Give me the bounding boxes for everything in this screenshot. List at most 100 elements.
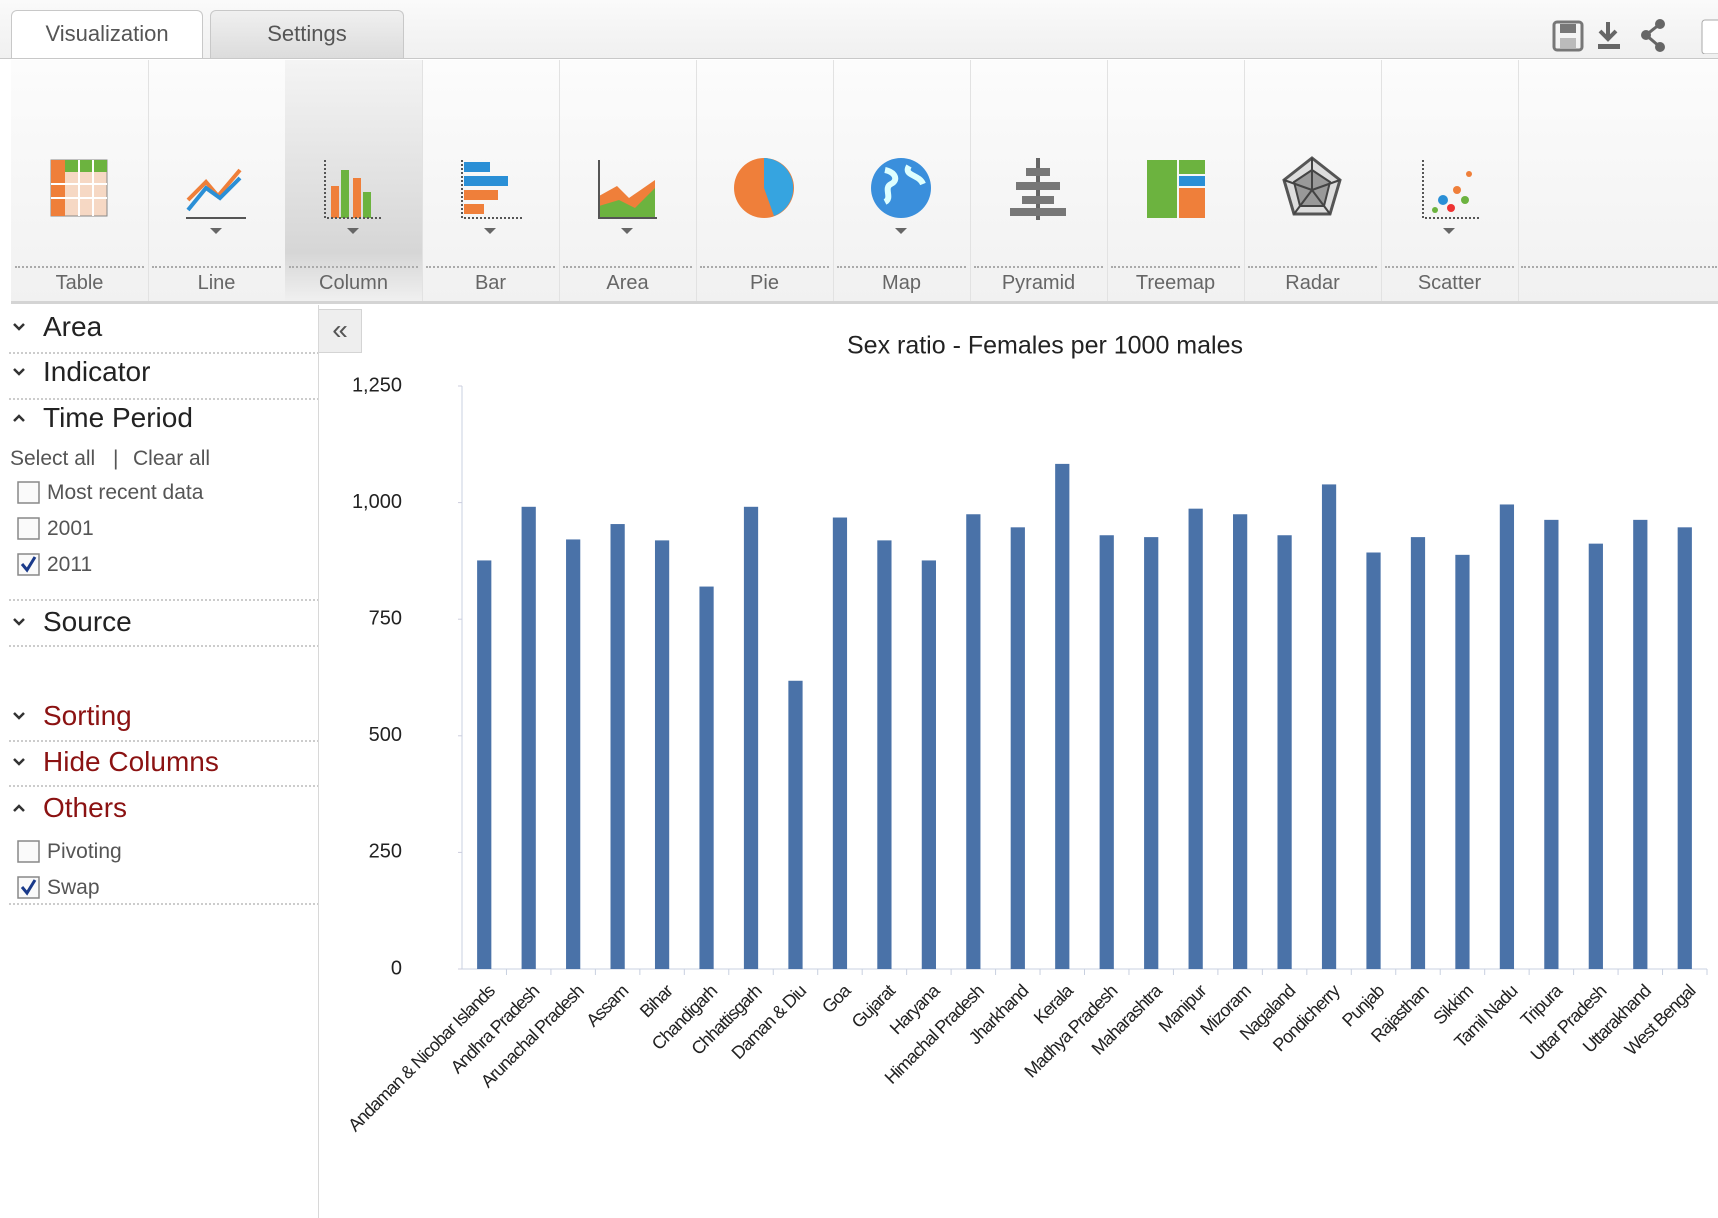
bar	[1410, 537, 1426, 969]
dotted-separator	[563, 266, 692, 268]
bar	[877, 540, 892, 969]
x-tick-label: Assam	[582, 981, 632, 1031]
bar	[1321, 484, 1337, 969]
checkbox[interactable]	[17, 876, 41, 900]
collapse-button[interactable]: «	[319, 309, 362, 353]
chart-type-label: Pie	[750, 272, 779, 294]
y-tick-label: 500	[369, 724, 402, 746]
dotted-separator	[9, 785, 319, 787]
bar	[521, 506, 536, 969]
chart-type-label: Bar	[474, 272, 507, 294]
x-tick-label: Bihar	[636, 980, 677, 1021]
checkbox[interactable]	[17, 517, 41, 541]
section-header[interactable]: Indicator	[43, 356, 151, 387]
chart-type-button[interactable]: Area	[559, 60, 697, 301]
chevron[interactable]	[11, 616, 27, 628]
y-tick-label: 1,000	[352, 491, 402, 513]
dotted-separator	[9, 352, 319, 354]
chevron[interactable]	[11, 412, 27, 424]
action-icons	[1552, 19, 1718, 54]
dotted-separator	[1385, 266, 1514, 268]
dotted-separator	[9, 903, 319, 905]
bar	[832, 517, 848, 969]
checkbox[interactable]	[17, 481, 41, 505]
chart-type-label: Table	[55, 272, 104, 294]
chart-type-button[interactable]: Scatter	[1381, 60, 1519, 301]
chart-type-button[interactable]: Bar	[422, 60, 560, 301]
chart-type-button[interactable]: Column	[285, 60, 423, 301]
chart-type-icon	[1010, 158, 1066, 220]
chart-type-button[interactable]: Table	[11, 60, 149, 301]
chevron[interactable]	[11, 321, 27, 333]
chart-type-label: Area	[606, 272, 649, 294]
chart-type-label: Pyramid	[1001, 272, 1076, 294]
bar	[1633, 519, 1648, 969]
y-tick-label: 750	[369, 607, 402, 629]
chevron[interactable]	[11, 710, 27, 722]
y-tick-label: 250	[369, 841, 402, 863]
chart-type-button[interactable]: Pie	[696, 60, 834, 301]
chevron[interactable]	[11, 366, 27, 378]
tab[interactable]: Settings	[210, 10, 404, 58]
bar	[1588, 543, 1603, 969]
separator: |	[113, 447, 119, 470]
bar	[743, 506, 759, 969]
chart-type-button[interactable]: Radar	[1244, 60, 1382, 301]
chevron[interactable]	[11, 802, 27, 814]
chart-type-label: Line	[197, 272, 236, 294]
section-header[interactable]: Others	[43, 792, 128, 823]
chart-type-icon	[871, 158, 931, 234]
bar	[654, 540, 670, 969]
chart-type-button[interactable]: Pyramid	[970, 60, 1108, 301]
option-label: 2011	[47, 553, 93, 576]
bar	[1233, 514, 1248, 969]
section-header[interactable]: Area	[43, 311, 103, 342]
option-label: Pivoting	[47, 840, 122, 863]
top-bar: Visualization Settings	[0, 0, 1718, 59]
bar	[1010, 527, 1025, 969]
bar	[921, 560, 936, 969]
chart-type-icon	[461, 160, 522, 234]
dotted-separator	[15, 266, 144, 268]
bar	[477, 560, 492, 969]
section-header[interactable]: Source	[43, 606, 132, 637]
bar	[1366, 552, 1381, 969]
save-icon[interactable]	[1552, 20, 1584, 52]
chevron[interactable]	[11, 756, 27, 768]
chart-type-icon	[186, 168, 246, 234]
select-all-link[interactable]: Select all	[10, 447, 96, 470]
dotted-separator	[1248, 266, 1377, 268]
chart-type-button[interactable]: Line	[148, 60, 286, 301]
dotted-separator	[974, 266, 1103, 268]
chart-type-button[interactable]: Map	[833, 60, 971, 301]
section-header[interactable]: Sorting	[43, 700, 132, 731]
sidebar-border	[318, 305, 319, 1218]
checkbox[interactable]	[17, 840, 41, 864]
dotted-separator	[426, 266, 555, 268]
bar	[1055, 463, 1070, 969]
clear-all-link[interactable]: Clear all	[133, 447, 211, 470]
chart-type-label: Treemap	[1135, 272, 1216, 294]
dotted-separator	[9, 599, 319, 601]
bar	[699, 586, 714, 969]
download-icon[interactable]	[1598, 22, 1620, 49]
chart-type-icon	[324, 160, 383, 234]
dotted-separator	[837, 266, 966, 268]
dotted-separator	[289, 266, 418, 268]
chart-type-icon	[50, 159, 108, 217]
section-header[interactable]: Time Period	[43, 402, 193, 433]
bar	[1455, 554, 1470, 969]
chart-type-icon	[1147, 160, 1205, 218]
more-button[interactable]	[1701, 19, 1718, 54]
chart-type-icon	[1282, 156, 1342, 216]
tab[interactable]: Visualization	[11, 10, 203, 58]
chart-type-label: Column	[319, 272, 388, 294]
dotted-separator	[9, 645, 319, 647]
chart-type-button[interactable]: Treemap	[1107, 60, 1245, 301]
dotted-separator	[9, 740, 319, 742]
share-icon[interactable]	[1641, 19, 1665, 52]
checkbox[interactable]	[17, 553, 41, 577]
option-label: Most recent data	[47, 481, 204, 504]
y-tick-label: 1,250	[352, 374, 402, 396]
section-header[interactable]: Hide Columns	[43, 746, 219, 777]
